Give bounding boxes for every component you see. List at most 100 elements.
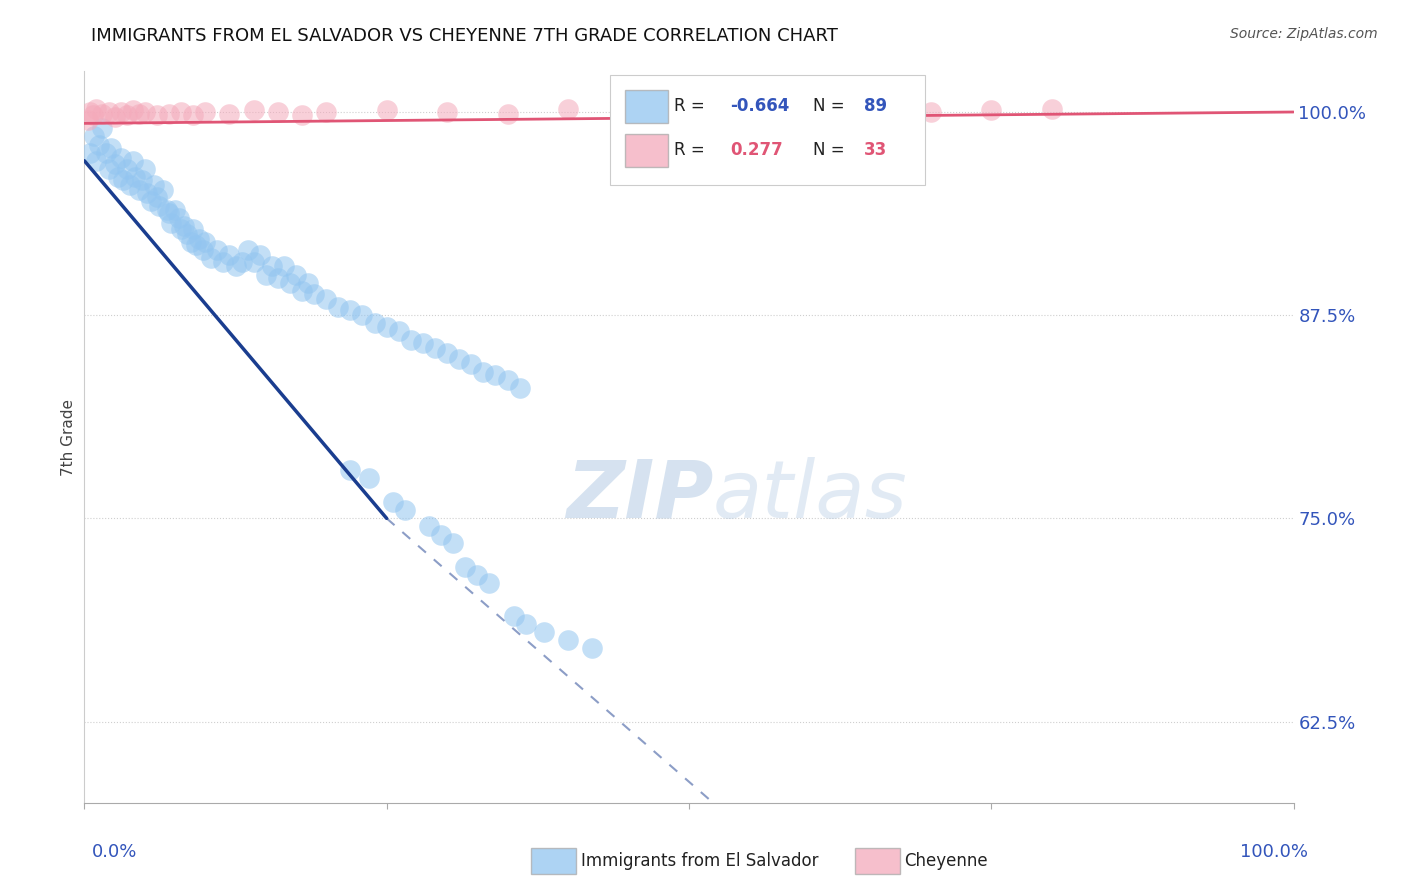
Point [181,222,204,236]
Point [980,103,1002,118]
Point [581,641,603,656]
Point [399,333,422,347]
Point [194,105,217,120]
Text: N =: N = [814,97,851,115]
Point [148,199,170,213]
Point [454,560,477,574]
Point [388,325,411,339]
Point [146,189,169,203]
Point [87,137,110,152]
Point [441,535,464,549]
Point [82,108,104,122]
Point [799,102,821,116]
Point [200,252,222,266]
FancyBboxPatch shape [624,134,668,167]
Point [418,519,440,533]
Text: N =: N = [814,141,851,160]
Point [120,178,142,193]
Point [920,105,942,120]
Point [104,110,127,124]
Text: 0.0%: 0.0% [91,843,136,861]
Point [207,243,229,257]
Text: atlas: atlas [713,457,908,534]
Point [449,352,471,367]
Point [357,471,380,485]
Text: 89: 89 [865,97,887,115]
Point [1040,102,1063,116]
Point [170,222,193,236]
Point [115,161,138,176]
Point [436,105,458,120]
Point [155,202,177,217]
Point [412,335,434,350]
Point [173,219,195,233]
Point [302,287,325,301]
Point [267,105,290,120]
Point [79,105,101,120]
Point [112,173,135,187]
Point [291,284,314,298]
Point [242,103,264,118]
Point [460,357,482,371]
Point [139,194,162,209]
Point [110,105,132,120]
Text: ZIP: ZIP [565,457,713,534]
Point [291,108,314,122]
Point [124,169,146,184]
Point [97,161,120,176]
Point [212,254,235,268]
Point [430,527,453,541]
Point [225,260,247,274]
Point [94,145,117,160]
Point [436,345,458,359]
Point [160,215,183,229]
Point [315,105,337,120]
Point [100,141,122,155]
Point [134,161,156,176]
Point [128,183,150,197]
Point [181,108,204,122]
Point [273,260,295,274]
Point [194,235,217,249]
Point [472,365,495,379]
Point [157,206,180,220]
Point [191,243,214,257]
Point [152,183,174,197]
Point [218,106,240,120]
Point [242,254,264,268]
Point [83,129,105,144]
Point [86,102,108,116]
Point [260,260,283,274]
Point [394,503,416,517]
Point [509,381,531,395]
Point [478,576,501,591]
Point [859,100,882,114]
Point [157,106,180,120]
Point [121,153,143,168]
Point [91,121,114,136]
Point [617,105,640,120]
Point [423,341,446,355]
Text: R =: R = [675,141,710,160]
Point [91,106,114,120]
Text: IMMIGRANTS FROM EL SALVADOR VS CHEYENNE 7TH GRADE CORRELATION CHART: IMMIGRANTS FROM EL SALVADOR VS CHEYENNE … [91,27,838,45]
FancyBboxPatch shape [855,848,900,874]
FancyBboxPatch shape [610,75,925,185]
Point [496,106,519,120]
Point [218,248,240,262]
Point [86,153,108,168]
Point [328,300,350,314]
Text: Source: ZipAtlas.com: Source: ZipAtlas.com [1230,27,1378,41]
Text: Cheyenne: Cheyenne [904,852,987,870]
Point [267,270,290,285]
Point [97,105,120,120]
Text: 100.0%: 100.0% [1240,843,1308,861]
FancyBboxPatch shape [531,848,576,874]
Point [184,238,207,252]
Point [136,186,159,201]
Point [176,227,198,241]
Point [146,108,169,122]
Point [110,151,132,165]
Point [170,105,193,120]
Point [121,103,143,118]
